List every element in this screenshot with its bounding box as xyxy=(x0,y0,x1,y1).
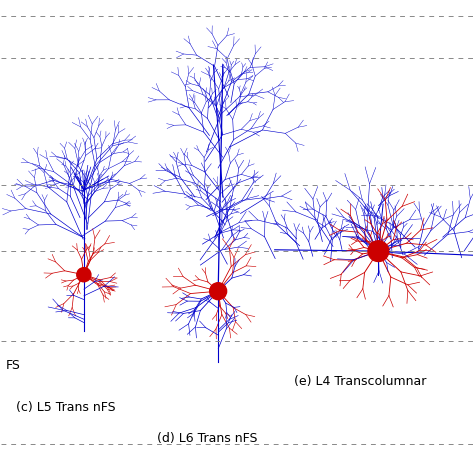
Text: FS: FS xyxy=(6,359,21,372)
Text: (c) L5 Trans nFS: (c) L5 Trans nFS xyxy=(16,401,115,414)
Text: (d) L6 Trans nFS: (d) L6 Trans nFS xyxy=(157,432,257,445)
Text: (e) L4 Transcolumnar: (e) L4 Transcolumnar xyxy=(293,375,426,388)
Circle shape xyxy=(210,283,227,300)
Circle shape xyxy=(368,241,389,262)
Circle shape xyxy=(77,268,91,282)
